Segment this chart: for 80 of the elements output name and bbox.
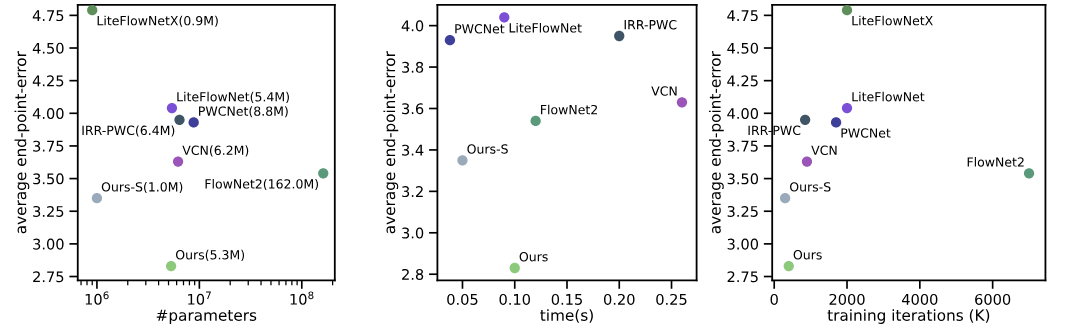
series-label: LiteFlowNet(5.4M) <box>177 91 289 103</box>
x-tick-label: 0.20 <box>603 293 635 305</box>
x-tick-label: 10$^{8}$ <box>290 291 314 305</box>
point <box>457 155 468 166</box>
x-tick-label: 0 <box>770 293 778 305</box>
y-tick-label: 3.4 <box>402 144 424 156</box>
x-tick-label: 0.05 <box>447 293 478 305</box>
series-label: VCN <box>651 86 677 96</box>
series-label: IRR-PWC(6.4M) <box>82 125 175 137</box>
series-label: VCN(6.2M) <box>182 145 249 157</box>
y-tick-label: 3.00 <box>33 238 64 250</box>
y-tick-label: 3.50 <box>727 173 759 185</box>
series-label: Ours-S <box>467 144 508 154</box>
y-tick-label: 4.25 <box>727 75 758 87</box>
x-tick-label: 0.10 <box>499 293 531 305</box>
series-label: FlowNet2(162.0M) <box>205 178 319 191</box>
y-tick-label: 3.0 <box>402 227 424 239</box>
y-axis-title: average end-point-error <box>383 51 399 234</box>
series-label: LiteFlowNetX <box>852 15 933 26</box>
y-tick-label: 3.00 <box>727 238 759 250</box>
y-tick-label: 4.50 <box>32 42 64 54</box>
x-tick-label: 6000 <box>975 293 1011 305</box>
y-tick-label: 4.0 <box>401 20 424 32</box>
y-tick-label: 4.75 <box>32 10 64 22</box>
series-label: LiteFlowNetX(0.9M) <box>97 15 218 27</box>
y-tick-label: 3.75 <box>727 140 758 152</box>
series-label: FlowNet2 <box>967 157 1024 167</box>
x-tick-label: 0.25 <box>656 293 687 305</box>
point <box>530 115 541 127</box>
x-axis-title: training iterations (K) <box>827 309 990 324</box>
y-tick-label: 4.00 <box>32 108 64 120</box>
y-tick-label: 4.00 <box>727 108 759 120</box>
y-tick-label: 3.6 <box>402 103 424 115</box>
x-tick-label: 0.15 <box>551 293 582 305</box>
point <box>800 114 811 125</box>
x-tick-label: 10$^{6}$ <box>85 291 109 305</box>
series-label: FlowNet2 <box>541 104 597 115</box>
point <box>509 262 520 274</box>
y-tick-label: 2.75 <box>33 271 64 283</box>
series-label: Ours <box>519 251 548 262</box>
point <box>830 117 842 128</box>
series-label: IRR-PWC <box>624 19 677 30</box>
x-tick-label: 2000 <box>829 293 865 305</box>
series-label: PWCNet <box>841 128 891 138</box>
series-label: PWCNet <box>455 24 505 34</box>
point <box>676 97 688 108</box>
x-tick-label: 10$^{7}$ <box>188 291 211 305</box>
y-tick-label: 4.75 <box>727 10 758 22</box>
series-label: PWCNet(8.8M) <box>199 106 288 118</box>
y-tick-label: 2.75 <box>727 271 758 283</box>
series-label: Ours <box>793 250 822 260</box>
y-tick-label: 3.50 <box>33 173 64 185</box>
y-tick-label: 3.8 <box>402 61 424 73</box>
y-axis-title: average end-point-error <box>14 51 30 234</box>
x-tick-label: 4000 <box>901 293 938 305</box>
series-label: Ours(5.3M) <box>175 249 245 261</box>
series-label: Ours-S(1.0M) <box>101 181 183 194</box>
y-tick-label: 2.8 <box>402 268 424 280</box>
point <box>783 260 794 272</box>
series-label: LiteFlowNet <box>852 91 925 102</box>
y-tick-label: 4.50 <box>727 42 759 54</box>
y-tick-label: 3.75 <box>33 140 64 152</box>
point <box>779 193 791 204</box>
point <box>444 34 456 46</box>
series-label: Ours-S <box>789 182 831 192</box>
y-tick-label: 4.25 <box>32 75 64 87</box>
y-tick-label: 3.25 <box>33 205 64 217</box>
x-axis-title: time(s) <box>540 309 593 323</box>
point <box>499 12 510 23</box>
x-axis-title: #parameters <box>156 309 257 324</box>
point <box>1023 168 1035 179</box>
y-tick-label: 3.2 <box>402 186 423 198</box>
y-axis-title: average end-point-error <box>708 51 724 234</box>
point <box>841 4 853 16</box>
series-label: VCN <box>811 145 837 156</box>
y-tick-label: 3.25 <box>727 205 758 217</box>
point <box>614 30 625 42</box>
point <box>841 102 853 114</box>
point <box>801 156 813 167</box>
series-label: LiteFlowNet <box>509 22 582 33</box>
